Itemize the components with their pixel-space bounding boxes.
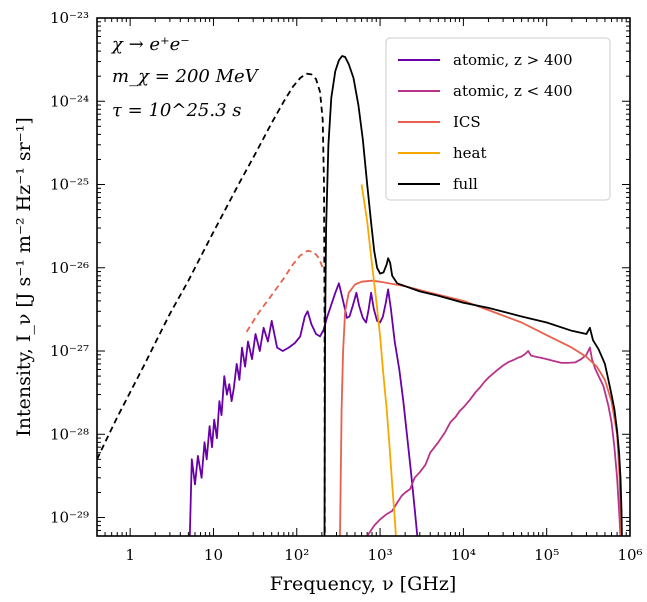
series-line-atomic-z-400	[188, 282, 419, 536]
legend-label: atomic, z > 400	[453, 51, 573, 69]
x-tick-label: 10⁴	[451, 546, 476, 564]
series-line-full	[323, 55, 623, 536]
y-tick-label: 10⁻²⁸	[50, 425, 89, 443]
y-tick-label: 10⁻²⁹	[50, 509, 89, 527]
series-line-ics	[339, 279, 622, 536]
y-tick-label: 10⁻²⁴	[50, 92, 89, 110]
series-line-atomic-z-400	[366, 346, 622, 536]
tick-labels: 1 10 10² 10³ 10⁴ 10⁵ 10⁶ 10⁻²⁹ 10⁻²⁸ 10⁻²⁷ 10⁻²⁶ 10…	[50, 9, 643, 564]
x-tick-label: 10³	[368, 546, 393, 564]
legend-box	[385, 37, 611, 201]
x-tick-label: 1	[125, 546, 135, 564]
legend-label: ICS	[453, 113, 481, 131]
series-layer	[97, 55, 623, 536]
x-axis-title: Frequency, ν [GHz]	[270, 573, 457, 595]
x-tick-label: 10²	[284, 546, 309, 564]
legend-label: heat	[453, 144, 487, 162]
y-axis-title: Intensity, I_ν [J s⁻¹ m⁻² Hz⁻¹ sr⁻¹]	[13, 117, 35, 437]
legend-label: full	[453, 175, 478, 193]
y-tick-label: 10⁻²⁵	[50, 176, 89, 194]
series-line-full-dashed	[97, 72, 326, 536]
annotation-lifetime: τ = 10^25.3 s	[112, 100, 242, 121]
x-tick-label: 10⁵	[534, 546, 559, 564]
annotation-mass: m_χ = 200 MeV	[112, 66, 260, 87]
y-tick-label: 10⁻²³	[50, 9, 89, 27]
x-tick-label: 10⁶	[617, 546, 642, 564]
series-line-ics-dashed	[245, 249, 324, 333]
y-tick-label: 10⁻²⁶	[50, 259, 89, 277]
x-tick-label: 10	[204, 546, 223, 564]
legend-label: atomic, z < 400	[453, 82, 573, 100]
y-tick-label: 10⁻²⁷	[50, 342, 89, 360]
series-line-heat	[360, 184, 397, 536]
legend: atomic, z > 400 atomic, z < 400 ICS heat ful…	[385, 37, 611, 201]
annotation-decay: χ → e⁺e⁻	[110, 34, 190, 55]
plot-frame	[96, 17, 631, 537]
